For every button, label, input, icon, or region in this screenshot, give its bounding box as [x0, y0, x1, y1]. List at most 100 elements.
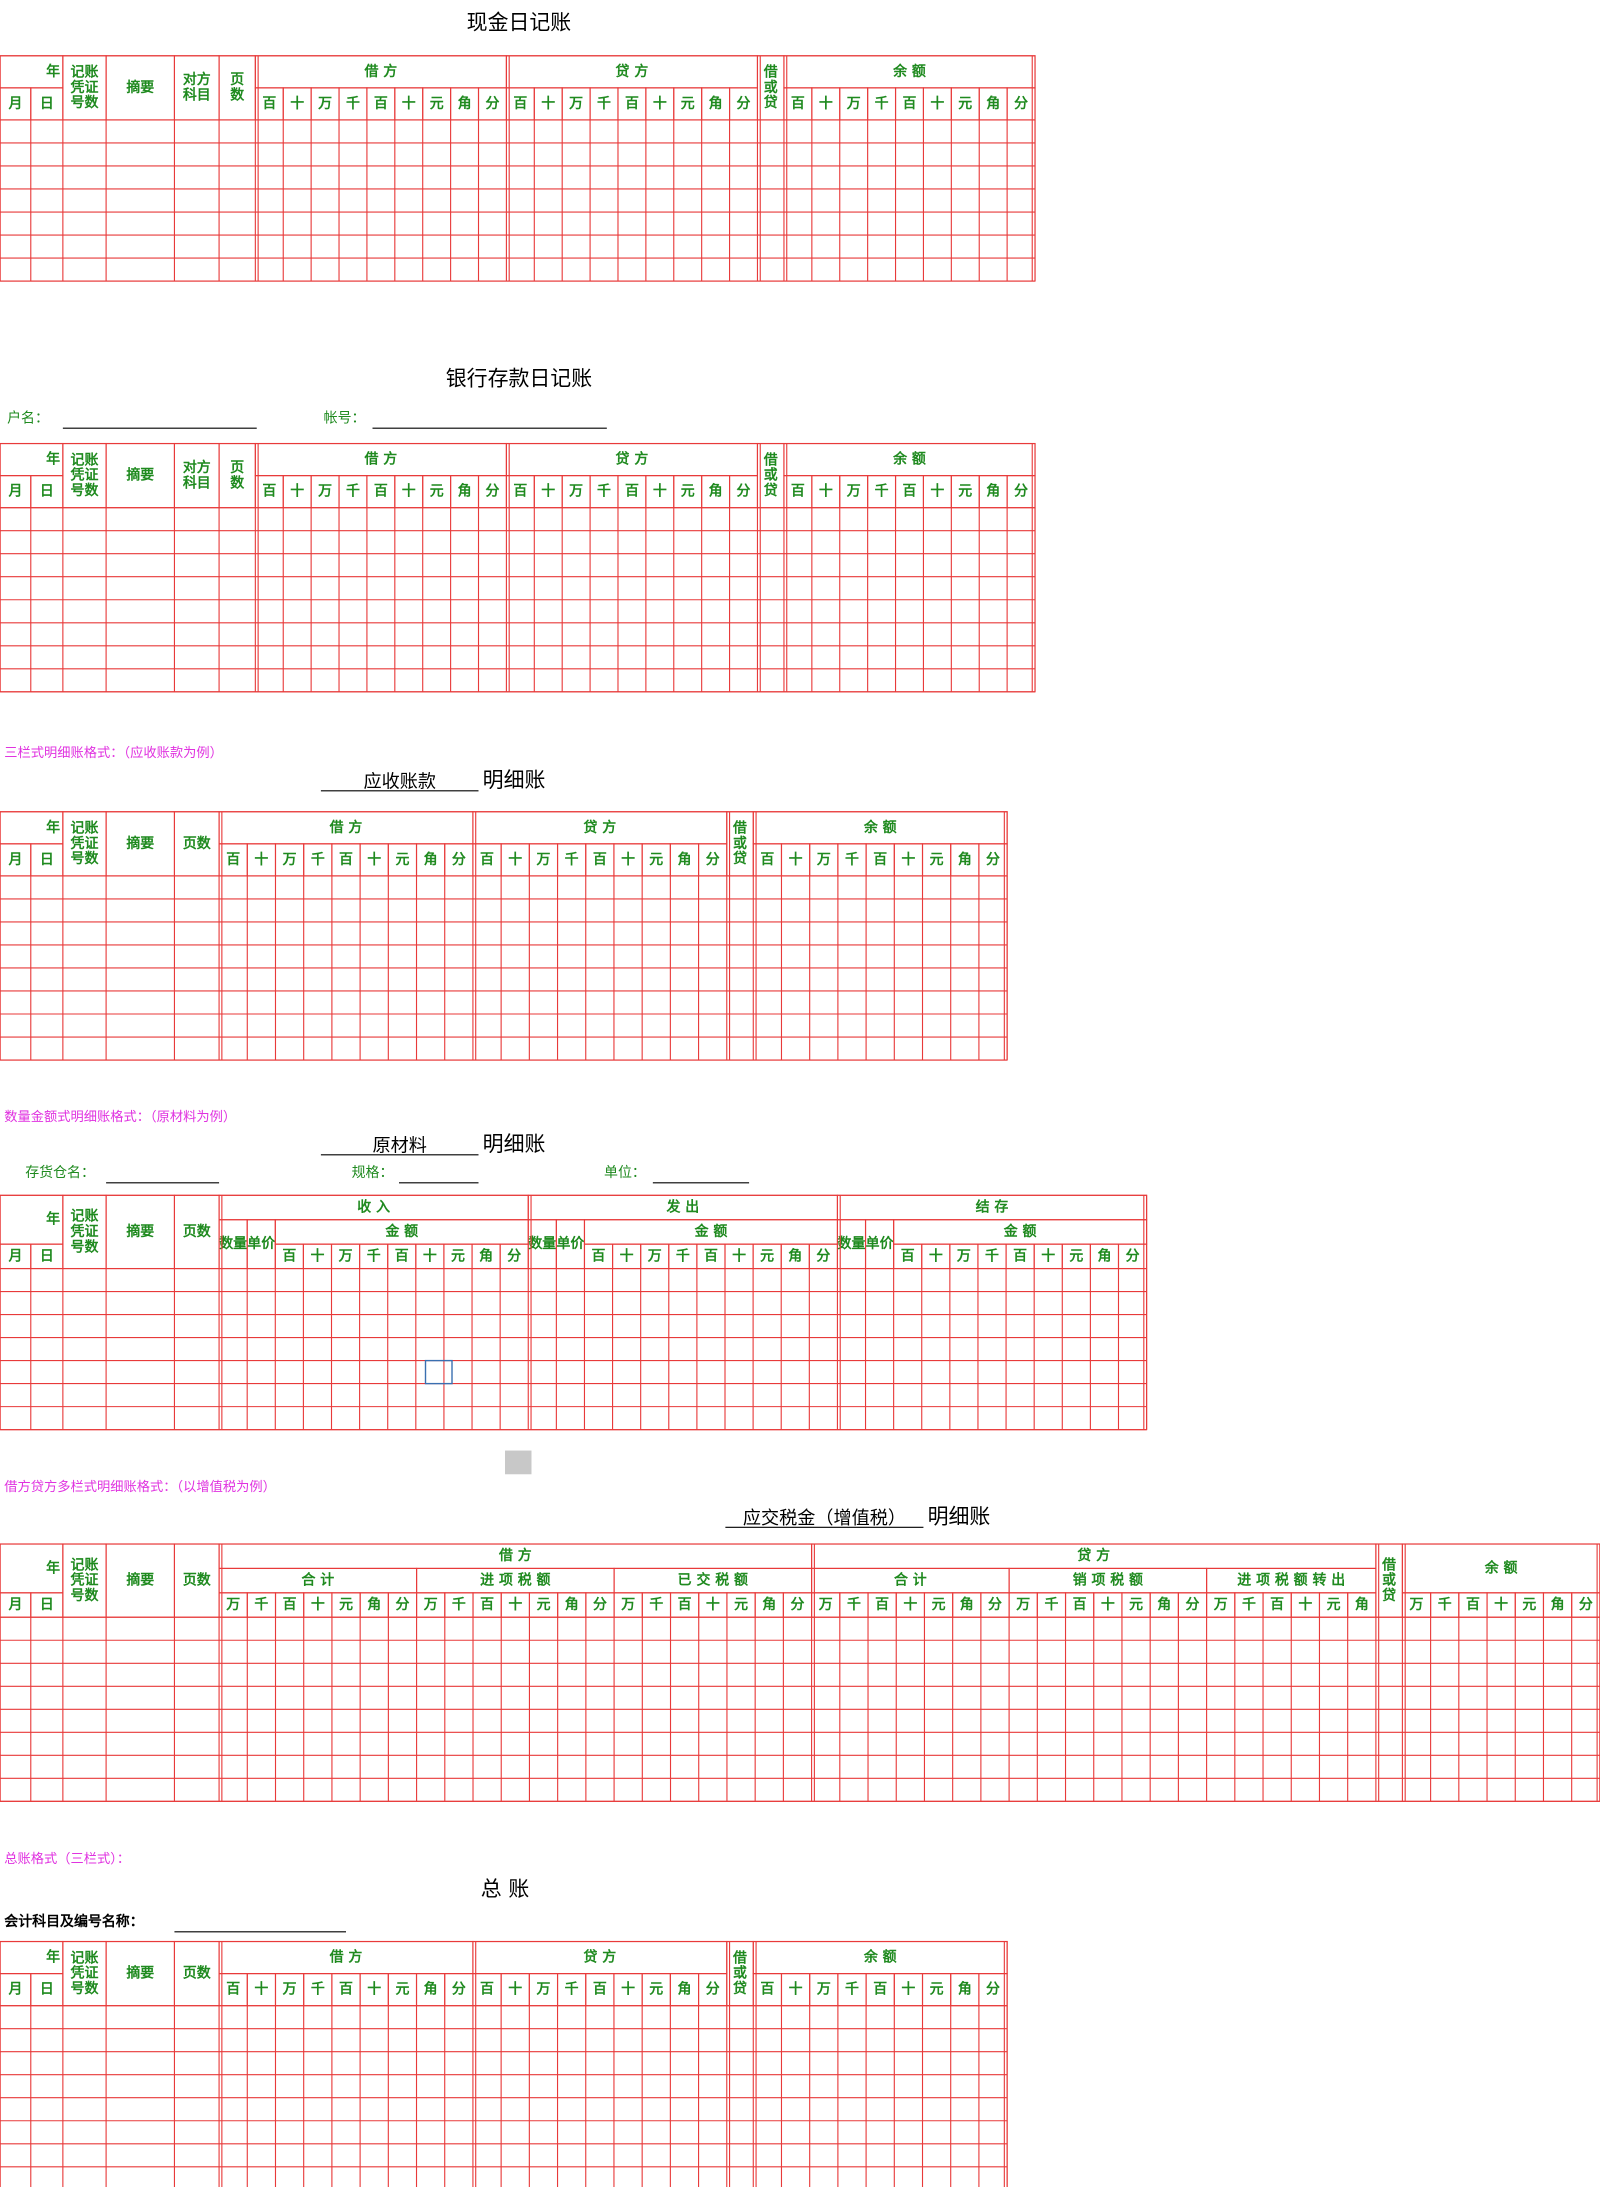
- unit-label: 十: [290, 483, 304, 500]
- label: 记账凭证号数: [70, 1209, 100, 1256]
- unit-label: 十: [653, 483, 667, 500]
- label: 借或贷: [763, 451, 778, 499]
- section-note: 三栏式明细账格式：（应收账款为例）: [4, 744, 223, 761]
- unit-label: 角: [958, 1981, 972, 1998]
- unit-label: 十: [1041, 1247, 1055, 1264]
- label: 数量: [838, 1235, 866, 1252]
- unit-label: 千: [875, 95, 889, 112]
- unit-label: 角: [367, 1596, 381, 1613]
- unit-label: 分: [1014, 484, 1028, 500]
- section-note: 数量金额式明细账格式：（原材料为例）: [4, 1109, 236, 1125]
- unit-label: 万: [282, 852, 297, 868]
- label: 页数: [230, 72, 245, 103]
- unit-label: 分: [986, 852, 1000, 868]
- label: 进 项 税 额 转 出: [1237, 1572, 1345, 1589]
- ledger-subject: 应交税金（增值税）: [743, 1508, 906, 1529]
- unit-label: 十: [290, 95, 304, 112]
- label: 借 方: [329, 1949, 363, 1966]
- unit-label: 百: [262, 96, 276, 112]
- ledger-title: 银行存款日记账: [446, 366, 592, 390]
- unit-label: 百: [760, 1982, 774, 1998]
- cell-border: [0, 55, 1036, 282]
- unit-label: 分: [507, 1248, 521, 1264]
- label: 页数: [183, 1965, 212, 1982]
- unit-label: 万: [846, 96, 861, 112]
- unit-label: 千: [565, 1981, 579, 1998]
- unit-label: 元: [649, 1982, 663, 1998]
- unit-label: 十: [706, 1596, 720, 1613]
- unit-label: 十: [903, 1596, 917, 1613]
- field-label: 存货仓名：: [25, 1164, 95, 1181]
- unit-label: 万: [818, 1597, 833, 1613]
- label: 年: [46, 1949, 60, 1966]
- unit-label: 百: [593, 852, 607, 868]
- unit-label: 元: [760, 1248, 774, 1264]
- unit-label: 万: [1409, 1597, 1424, 1613]
- unit-label: 十: [1298, 1596, 1312, 1613]
- unit-label: 十: [367, 1981, 381, 1998]
- label: 摘要: [126, 1572, 154, 1589]
- label: 销 项 税 额: [1073, 1572, 1143, 1589]
- label: 日: [40, 484, 54, 500]
- label: 记账凭证号数: [70, 820, 100, 867]
- unit-label: 万: [647, 1248, 662, 1264]
- unit-label: 十: [508, 1981, 522, 1998]
- ledger-subject: 原材料: [373, 1136, 427, 1157]
- unit-label: 元: [681, 484, 695, 500]
- unit-label: 千: [676, 1247, 690, 1264]
- label: 余 额: [863, 819, 897, 836]
- unit-label: 百: [760, 852, 774, 868]
- ledger-title: 明细账: [483, 768, 546, 792]
- label: 页数: [183, 1572, 212, 1589]
- unit-label: 十: [930, 483, 944, 500]
- label: 日: [40, 1597, 54, 1613]
- label: 合 计: [301, 1572, 334, 1589]
- unit-label: 百: [480, 852, 494, 868]
- unit-label: 万: [1015, 1597, 1030, 1613]
- label: 余 额: [892, 451, 926, 468]
- unit-label: 千: [346, 483, 360, 500]
- label: 页数: [183, 1223, 212, 1240]
- unit-label: 元: [930, 852, 944, 868]
- label: 借或贷: [732, 1949, 747, 1997]
- label: 摘要: [126, 1223, 154, 1240]
- label: 摘要: [126, 835, 154, 852]
- unit-label: 百: [374, 484, 388, 500]
- label: 借 方: [498, 1547, 532, 1564]
- unit-label: 万: [535, 852, 550, 868]
- unit-label: 百: [395, 1248, 409, 1264]
- unit-label: 万: [225, 1597, 240, 1613]
- label: 进 项 税 额: [480, 1572, 550, 1589]
- label: 记账凭证号数: [70, 1557, 100, 1604]
- unit-label: 分: [1014, 96, 1028, 112]
- label: 年: [46, 1559, 60, 1576]
- unit-label: 元: [451, 1248, 465, 1264]
- unit-label: 角: [986, 95, 1000, 112]
- unit-label: 百: [226, 852, 240, 868]
- unit-label: 千: [845, 851, 859, 868]
- unit-label: 百: [593, 1982, 607, 1998]
- unit-label: 元: [1327, 1597, 1341, 1613]
- unit-label: 分: [452, 1982, 466, 1998]
- unit-label: 万: [282, 1982, 297, 1998]
- unit-label: 万: [1213, 1597, 1228, 1613]
- label: 单价: [556, 1235, 584, 1252]
- unit-label: 万: [568, 484, 583, 500]
- unit-label: 十: [620, 1247, 634, 1264]
- unit-label: 元: [1069, 1248, 1083, 1264]
- cell-border: [0, 1194, 1148, 1431]
- unit-label: 十: [254, 1981, 268, 1998]
- ledger-title: 总 账: [481, 1877, 530, 1901]
- label: 贷 方: [583, 1949, 616, 1966]
- unit-label: 分: [791, 1597, 805, 1613]
- unit-label: 分: [706, 1982, 720, 1998]
- label: 月: [7, 1597, 22, 1613]
- unit-label: 元: [649, 852, 663, 868]
- unit-label: 百: [678, 1597, 692, 1613]
- label: 金 额: [694, 1223, 728, 1240]
- unit-label: 十: [541, 483, 555, 500]
- unit-label: 十: [310, 1247, 324, 1264]
- unit-label: 角: [479, 1247, 493, 1264]
